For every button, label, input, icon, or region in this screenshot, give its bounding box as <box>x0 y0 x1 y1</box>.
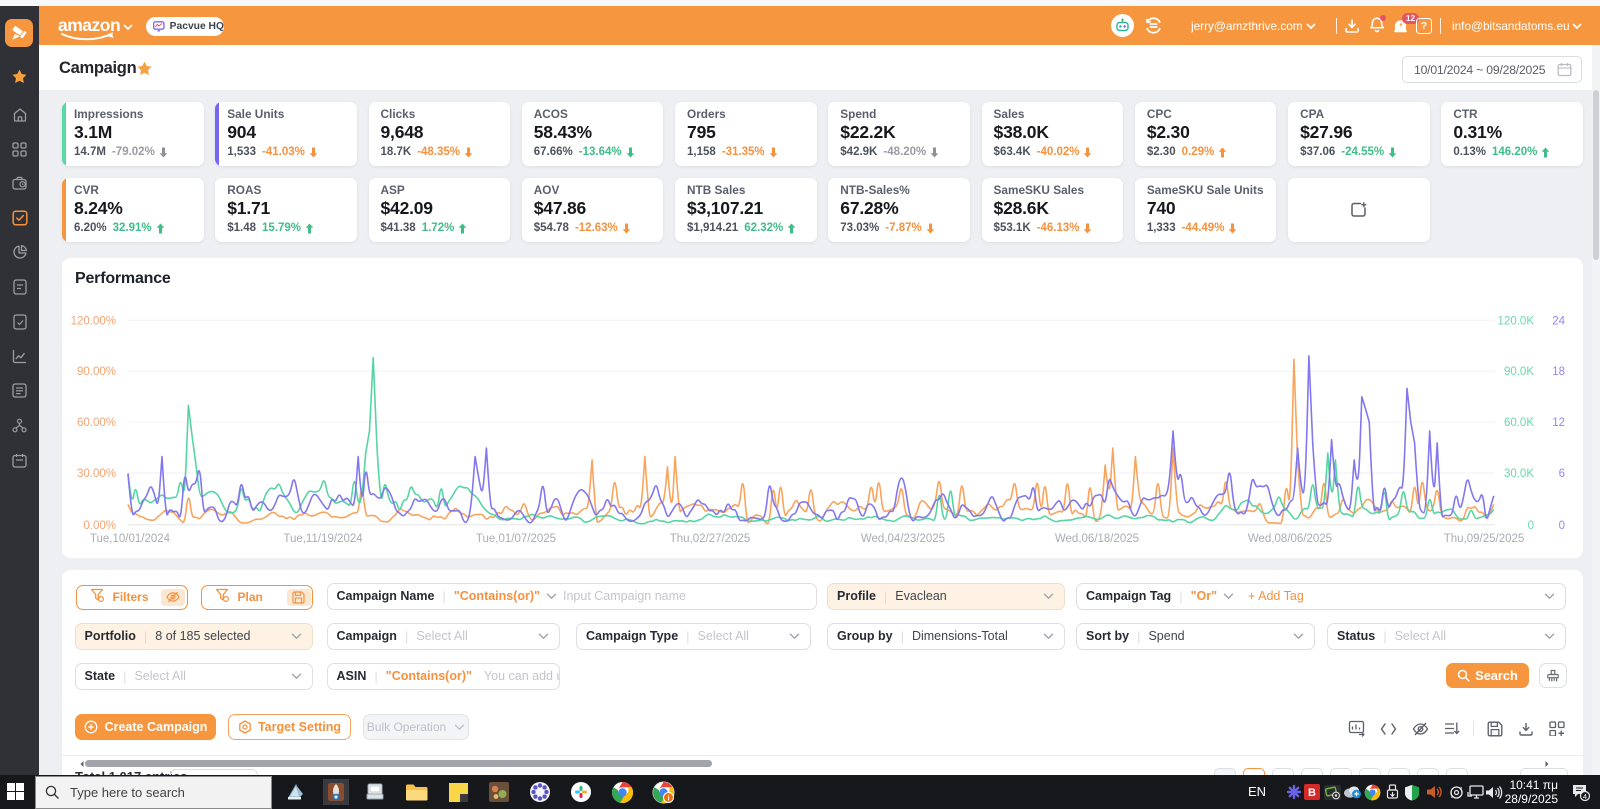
svg-text:4: 4 <box>1582 792 1586 801</box>
svg-text:0: 0 <box>1559 520 1565 532</box>
svg-text:0: 0 <box>1528 520 1534 532</box>
svg-text:0.00%: 0.00% <box>83 520 116 532</box>
svg-text:Thu,09/25/2025: Thu,09/25/2025 <box>1444 533 1525 545</box>
svg-text:6: 6 <box>1559 468 1565 480</box>
svg-text:120.00%: 120.00% <box>71 315 116 327</box>
svg-text:12: 12 <box>1552 417 1565 429</box>
svg-text:18: 18 <box>1552 366 1565 378</box>
svg-text:B: B <box>1308 787 1316 799</box>
svg-text:60.00%: 60.00% <box>77 417 116 429</box>
svg-text:i: i <box>667 793 669 802</box>
svg-text:90.0K: 90.0K <box>1504 366 1534 378</box>
svg-text:90.00%: 90.00% <box>77 366 116 378</box>
svg-text:amazon: amazon <box>58 15 120 35</box>
svg-text:Tue,11/19/2024: Tue,11/19/2024 <box>283 533 363 545</box>
svg-text:Wed,08/06/2025: Wed,08/06/2025 <box>1248 533 1332 545</box>
svg-text:24: 24 <box>1552 315 1565 327</box>
svg-text:60.0K: 60.0K <box>1504 417 1534 429</box>
svg-text:Tue,01/07/2025: Tue,01/07/2025 <box>476 533 556 545</box>
svg-text:Wed,04/23/2025: Wed,04/23/2025 <box>861 533 945 545</box>
svg-text:Wed,06/18/2025: Wed,06/18/2025 <box>1055 533 1139 545</box>
svg-text:120.0K: 120.0K <box>1498 315 1535 327</box>
svg-text:Thu,02/27/2025: Thu,02/27/2025 <box>670 533 751 545</box>
svg-text:30.00%: 30.00% <box>77 468 116 480</box>
svg-text:Tue,10/01/2024: Tue,10/01/2024 <box>90 533 171 545</box>
svg-text:30.0K: 30.0K <box>1504 468 1534 480</box>
